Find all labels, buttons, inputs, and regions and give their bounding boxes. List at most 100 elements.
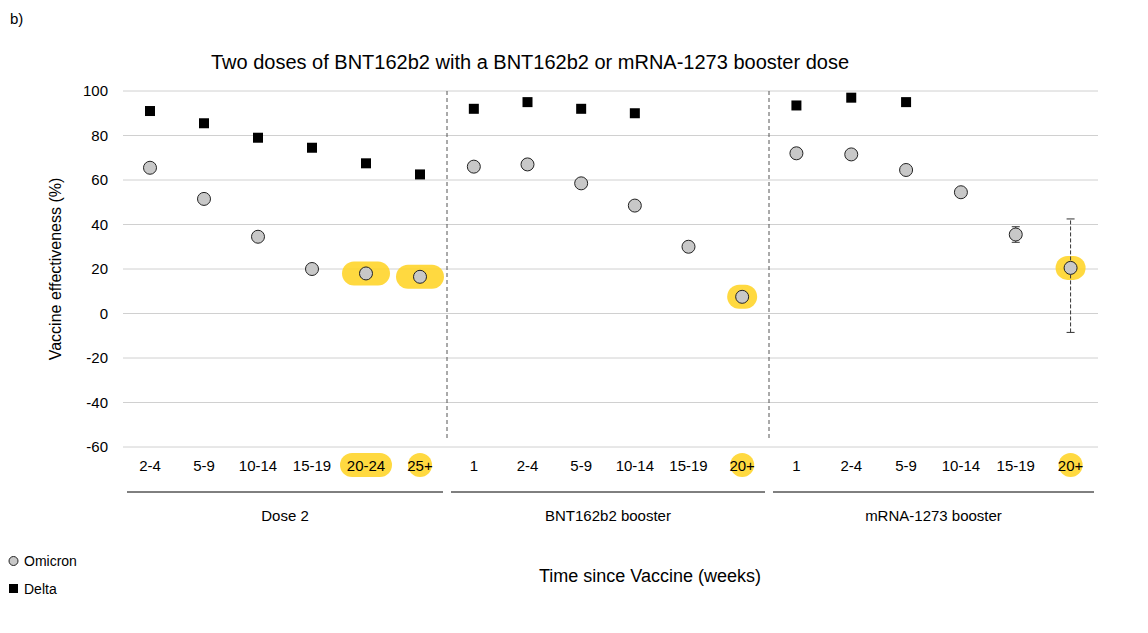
omicron-point <box>736 290 749 303</box>
series-delta <box>145 93 911 180</box>
delta-point <box>415 169 425 179</box>
panel-label: b) <box>10 10 23 27</box>
y-tick-label: 20 <box>91 260 108 277</box>
y-tick-label: 80 <box>91 127 108 144</box>
error-cap <box>1012 242 1020 243</box>
highlight <box>408 453 432 477</box>
x-tick-label: 15-19 <box>669 457 707 474</box>
x-tick-label: 20-24 <box>347 457 385 474</box>
x-tick-label: 2-4 <box>517 457 539 474</box>
omicron-point <box>628 199 641 212</box>
x-tick-label: 5-9 <box>895 457 917 474</box>
grid-line <box>123 224 1098 225</box>
x-tick-label: 5-9 <box>570 457 592 474</box>
title: Two doses of BNT162b2 with a BNT162b2 or… <box>211 51 849 73</box>
omicron-point <box>954 186 967 199</box>
y-axis-label: Vaccine effectiveness (%) <box>47 178 64 361</box>
y-tick-label: 60 <box>91 171 108 188</box>
group-line <box>127 492 443 493</box>
y-tick-label: 40 <box>91 216 108 233</box>
grid-line <box>123 91 1098 92</box>
error-line <box>1070 219 1071 332</box>
delta-point <box>576 104 586 114</box>
grid-line <box>123 180 1098 181</box>
x-tick-label: 1 <box>792 457 800 474</box>
omicron-point <box>900 163 913 176</box>
delta-point <box>199 118 209 128</box>
omicron-point <box>198 192 211 205</box>
legend-label: Omicron <box>24 553 77 569</box>
delta-point <box>145 106 155 116</box>
grid-line <box>123 313 1098 314</box>
x-tick-label: 25+ <box>407 457 433 474</box>
omicron-point <box>252 230 265 243</box>
omicron-point <box>467 160 480 173</box>
legend-item: Delta <box>9 581 57 597</box>
omicron-point <box>575 177 588 190</box>
grid-line <box>123 447 1098 448</box>
delta-point <box>846 93 856 103</box>
highlight <box>340 453 392 477</box>
error-cap <box>1012 226 1020 227</box>
grid-line <box>123 358 1098 359</box>
y-tick-label: 100 <box>83 82 108 99</box>
group-divider <box>447 91 448 441</box>
group-label: Dose 2 <box>261 507 309 524</box>
x-tick-label: 2-4 <box>139 457 161 474</box>
x-tick-label: 10-14 <box>239 457 277 474</box>
delta-point <box>307 143 317 153</box>
omicron-point <box>521 158 534 171</box>
highlight <box>396 265 444 289</box>
error-cap <box>1067 218 1075 219</box>
delta-point <box>253 133 263 143</box>
x-tick-label: 1 <box>470 457 478 474</box>
delta-point <box>630 108 640 118</box>
group-label: BNT162b2 booster <box>545 507 671 524</box>
omicron-point <box>414 270 427 283</box>
grid-line <box>123 402 1098 403</box>
omicron-point <box>1009 228 1022 241</box>
delta-point <box>469 104 479 114</box>
error-cap <box>1067 332 1075 333</box>
x-tick-label: 2-4 <box>840 457 862 474</box>
legend-marker <box>9 584 18 593</box>
error-bar <box>1067 219 1075 332</box>
omicron-point <box>144 161 157 174</box>
group-label: mRNA-1273 booster <box>865 507 1002 524</box>
series-omicron <box>144 147 1078 333</box>
legend-label: Delta <box>24 581 57 597</box>
x-tick-label: 20+ <box>729 457 755 474</box>
grid-line <box>123 135 1098 136</box>
chart: b) Two doses of BNT162b2 with a BNT162b2 … <box>0 0 1148 633</box>
delta-point <box>361 158 371 168</box>
x-tick-label: 10-14 <box>942 457 980 474</box>
omicron-point <box>360 267 373 280</box>
delta-point <box>523 97 533 107</box>
x-axis-label: Time since Vaccine (weeks) <box>539 566 761 586</box>
y-tick-label: 0 <box>100 305 108 322</box>
highlight <box>730 453 754 477</box>
y-tick-label: -40 <box>86 394 108 411</box>
y-tick-label: -20 <box>86 349 108 366</box>
x-tick-label: 20+ <box>1058 457 1084 474</box>
group-line <box>451 492 765 493</box>
x-tick-label: 10-14 <box>616 457 654 474</box>
delta-point <box>901 97 911 107</box>
plot-area <box>144 93 1078 333</box>
x-tick-label: 15-19 <box>997 457 1035 474</box>
omicron-point <box>790 147 803 160</box>
omicron-point <box>1064 261 1077 274</box>
x-tick-label: 5-9 <box>193 457 215 474</box>
delta-point <box>791 100 801 110</box>
grid-line <box>123 269 1098 270</box>
group-line <box>773 492 1094 493</box>
omicron-point <box>682 240 695 253</box>
highlight <box>342 261 390 285</box>
y-tick-label: -60 <box>86 438 108 455</box>
omicron-point <box>845 148 858 161</box>
group-divider <box>769 91 770 441</box>
highlight <box>727 285 757 309</box>
legend-marker <box>9 557 18 566</box>
x-tick-label: 15-19 <box>293 457 331 474</box>
legend-item: Omicron <box>9 553 77 569</box>
